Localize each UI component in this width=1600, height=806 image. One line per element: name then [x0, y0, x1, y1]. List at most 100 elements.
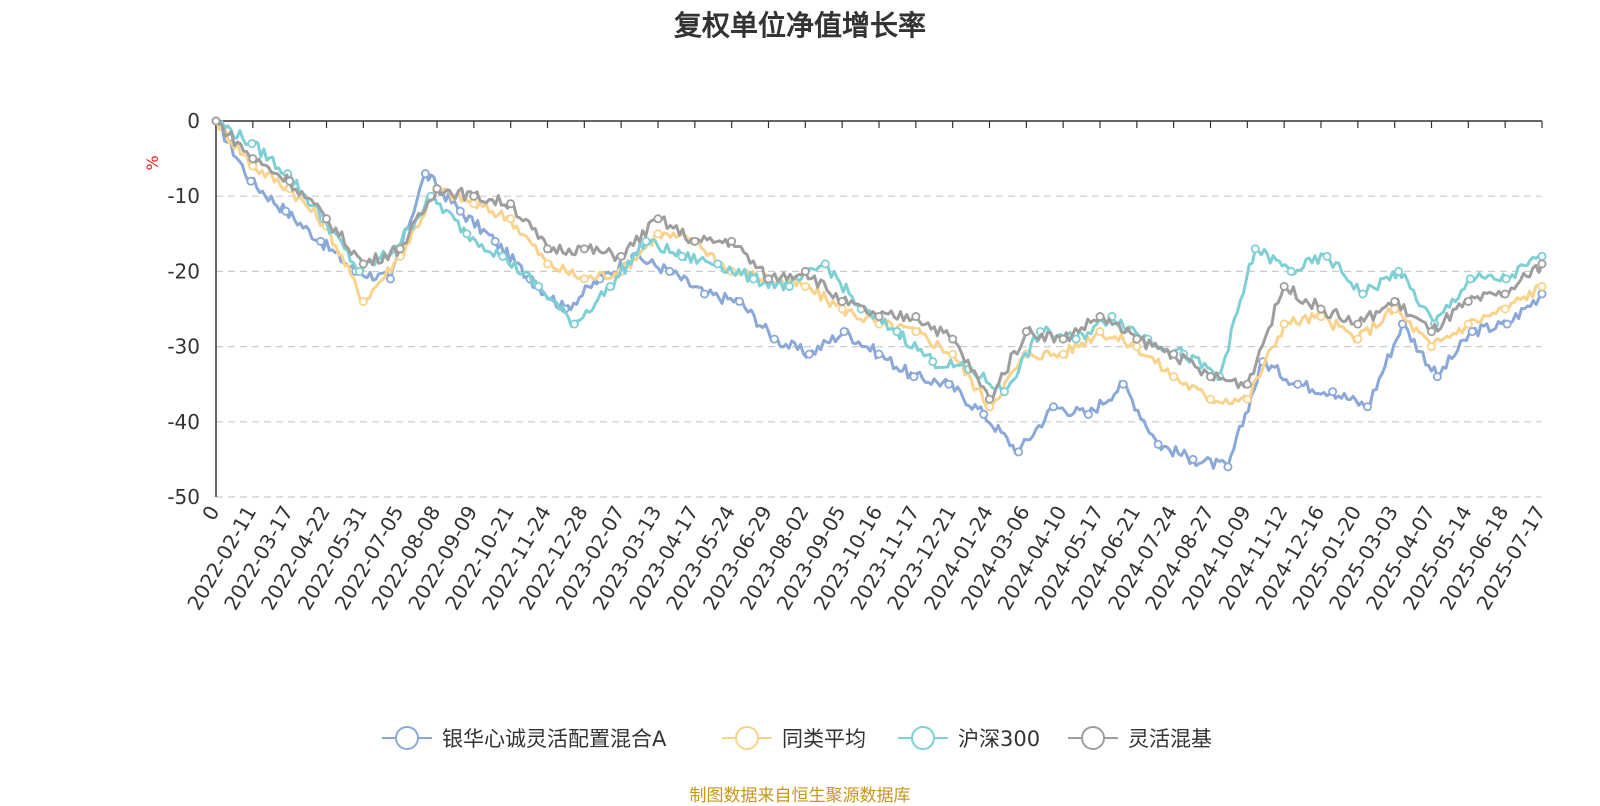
data-point — [839, 327, 849, 337]
data-point — [1095, 312, 1105, 322]
data-point — [1502, 319, 1512, 329]
series-line — [215, 119, 1544, 470]
data-point — [1206, 394, 1216, 404]
data-point — [1316, 312, 1326, 322]
legend-item[interactable]: 沪深300 — [898, 726, 1040, 751]
legend: 银华心诚灵活配置混合A 同类平均 沪深300 灵活混基 — [382, 726, 1212, 751]
data-point — [285, 176, 295, 186]
y-axis-unit: % — [143, 155, 162, 170]
data-point — [1014, 447, 1024, 457]
data-point — [455, 206, 465, 216]
data-point — [1316, 304, 1326, 314]
data-point — [1500, 289, 1510, 299]
data-point — [1293, 379, 1303, 389]
data-point — [1188, 454, 1198, 464]
data-point — [1021, 327, 1031, 337]
data-point — [800, 281, 810, 291]
data-point — [948, 334, 958, 344]
data-point — [248, 154, 258, 164]
legend-item[interactable]: 灵活混基 — [1068, 726, 1212, 751]
data-point — [1118, 379, 1128, 389]
data-point — [1353, 334, 1363, 344]
data-point — [281, 206, 291, 216]
data-point — [1537, 259, 1547, 269]
data-point — [653, 229, 663, 239]
data-point — [1427, 327, 1437, 337]
legend-label: 银华心诚灵活配置混合A — [442, 727, 667, 751]
grid-lines — [216, 195, 1542, 498]
data-point — [1467, 327, 1477, 337]
data-point — [321, 214, 331, 224]
data-point — [979, 409, 989, 419]
y-tick-label: -50 — [167, 485, 200, 509]
data-point — [1427, 342, 1437, 352]
data-point — [579, 244, 589, 254]
data-point — [713, 259, 723, 269]
data-point — [641, 236, 651, 246]
data-point — [498, 251, 508, 261]
data-point — [1363, 402, 1373, 412]
legend-marker-icon — [911, 726, 935, 750]
data-point — [1250, 244, 1260, 254]
data-point — [1048, 402, 1058, 412]
data-point — [1537, 251, 1547, 261]
data-point — [1058, 334, 1068, 344]
data-point — [534, 281, 544, 291]
data-point — [1397, 319, 1407, 329]
data-point — [569, 319, 579, 329]
data-point — [1463, 296, 1473, 306]
data-point — [874, 312, 884, 322]
data-point — [1465, 274, 1475, 284]
data-point — [909, 372, 919, 382]
data-point — [1500, 304, 1510, 314]
data-point — [354, 266, 364, 276]
data-point — [605, 281, 615, 291]
data-point — [1286, 266, 1296, 276]
data-point — [1206, 372, 1216, 382]
series-lines — [211, 116, 1547, 472]
x-tick-label: 0 — [197, 502, 224, 525]
data-point — [911, 312, 921, 322]
data-point — [1223, 462, 1233, 472]
data-point — [690, 236, 700, 246]
data-point — [1132, 334, 1142, 344]
data-point — [579, 274, 589, 284]
data-point — [490, 236, 500, 246]
data-point — [784, 281, 794, 291]
data-point — [316, 236, 326, 246]
data-point — [1058, 349, 1068, 359]
legend-label: 同类平均 — [782, 727, 866, 751]
data-point — [506, 199, 516, 209]
data-point — [985, 402, 995, 412]
data-point — [469, 191, 479, 201]
data-point — [1353, 319, 1363, 329]
y-tick-label: -40 — [167, 410, 200, 434]
legend-label: 灵活混基 — [1128, 727, 1212, 751]
data-point — [734, 296, 744, 306]
data-point — [727, 236, 737, 246]
y-tick-label: -30 — [167, 335, 200, 359]
data-point — [653, 214, 663, 224]
data-point — [1501, 274, 1511, 284]
data-point — [985, 394, 995, 404]
legend-item[interactable]: 同类平均 — [722, 726, 866, 751]
data-point — [1095, 327, 1105, 337]
y-tick-label: -20 — [167, 259, 200, 283]
data-point — [1358, 289, 1368, 299]
data-point — [1242, 379, 1252, 389]
data-point — [1537, 289, 1547, 299]
data-point — [1169, 372, 1179, 382]
axes: 0-10-20-30-40-50%02022-02-112022-03-1720… — [143, 109, 1550, 614]
data-point — [948, 349, 958, 359]
data-point — [820, 259, 830, 269]
data-point — [395, 244, 405, 254]
legend-item[interactable]: 银华心诚灵活配置混合A — [382, 726, 667, 751]
data-point — [1394, 266, 1404, 276]
data-point — [506, 214, 516, 224]
data-point — [837, 296, 847, 306]
data-point — [1279, 281, 1289, 291]
data-point — [616, 251, 626, 261]
data-point — [462, 229, 472, 239]
data-point — [837, 304, 847, 314]
data-point — [1153, 439, 1163, 449]
